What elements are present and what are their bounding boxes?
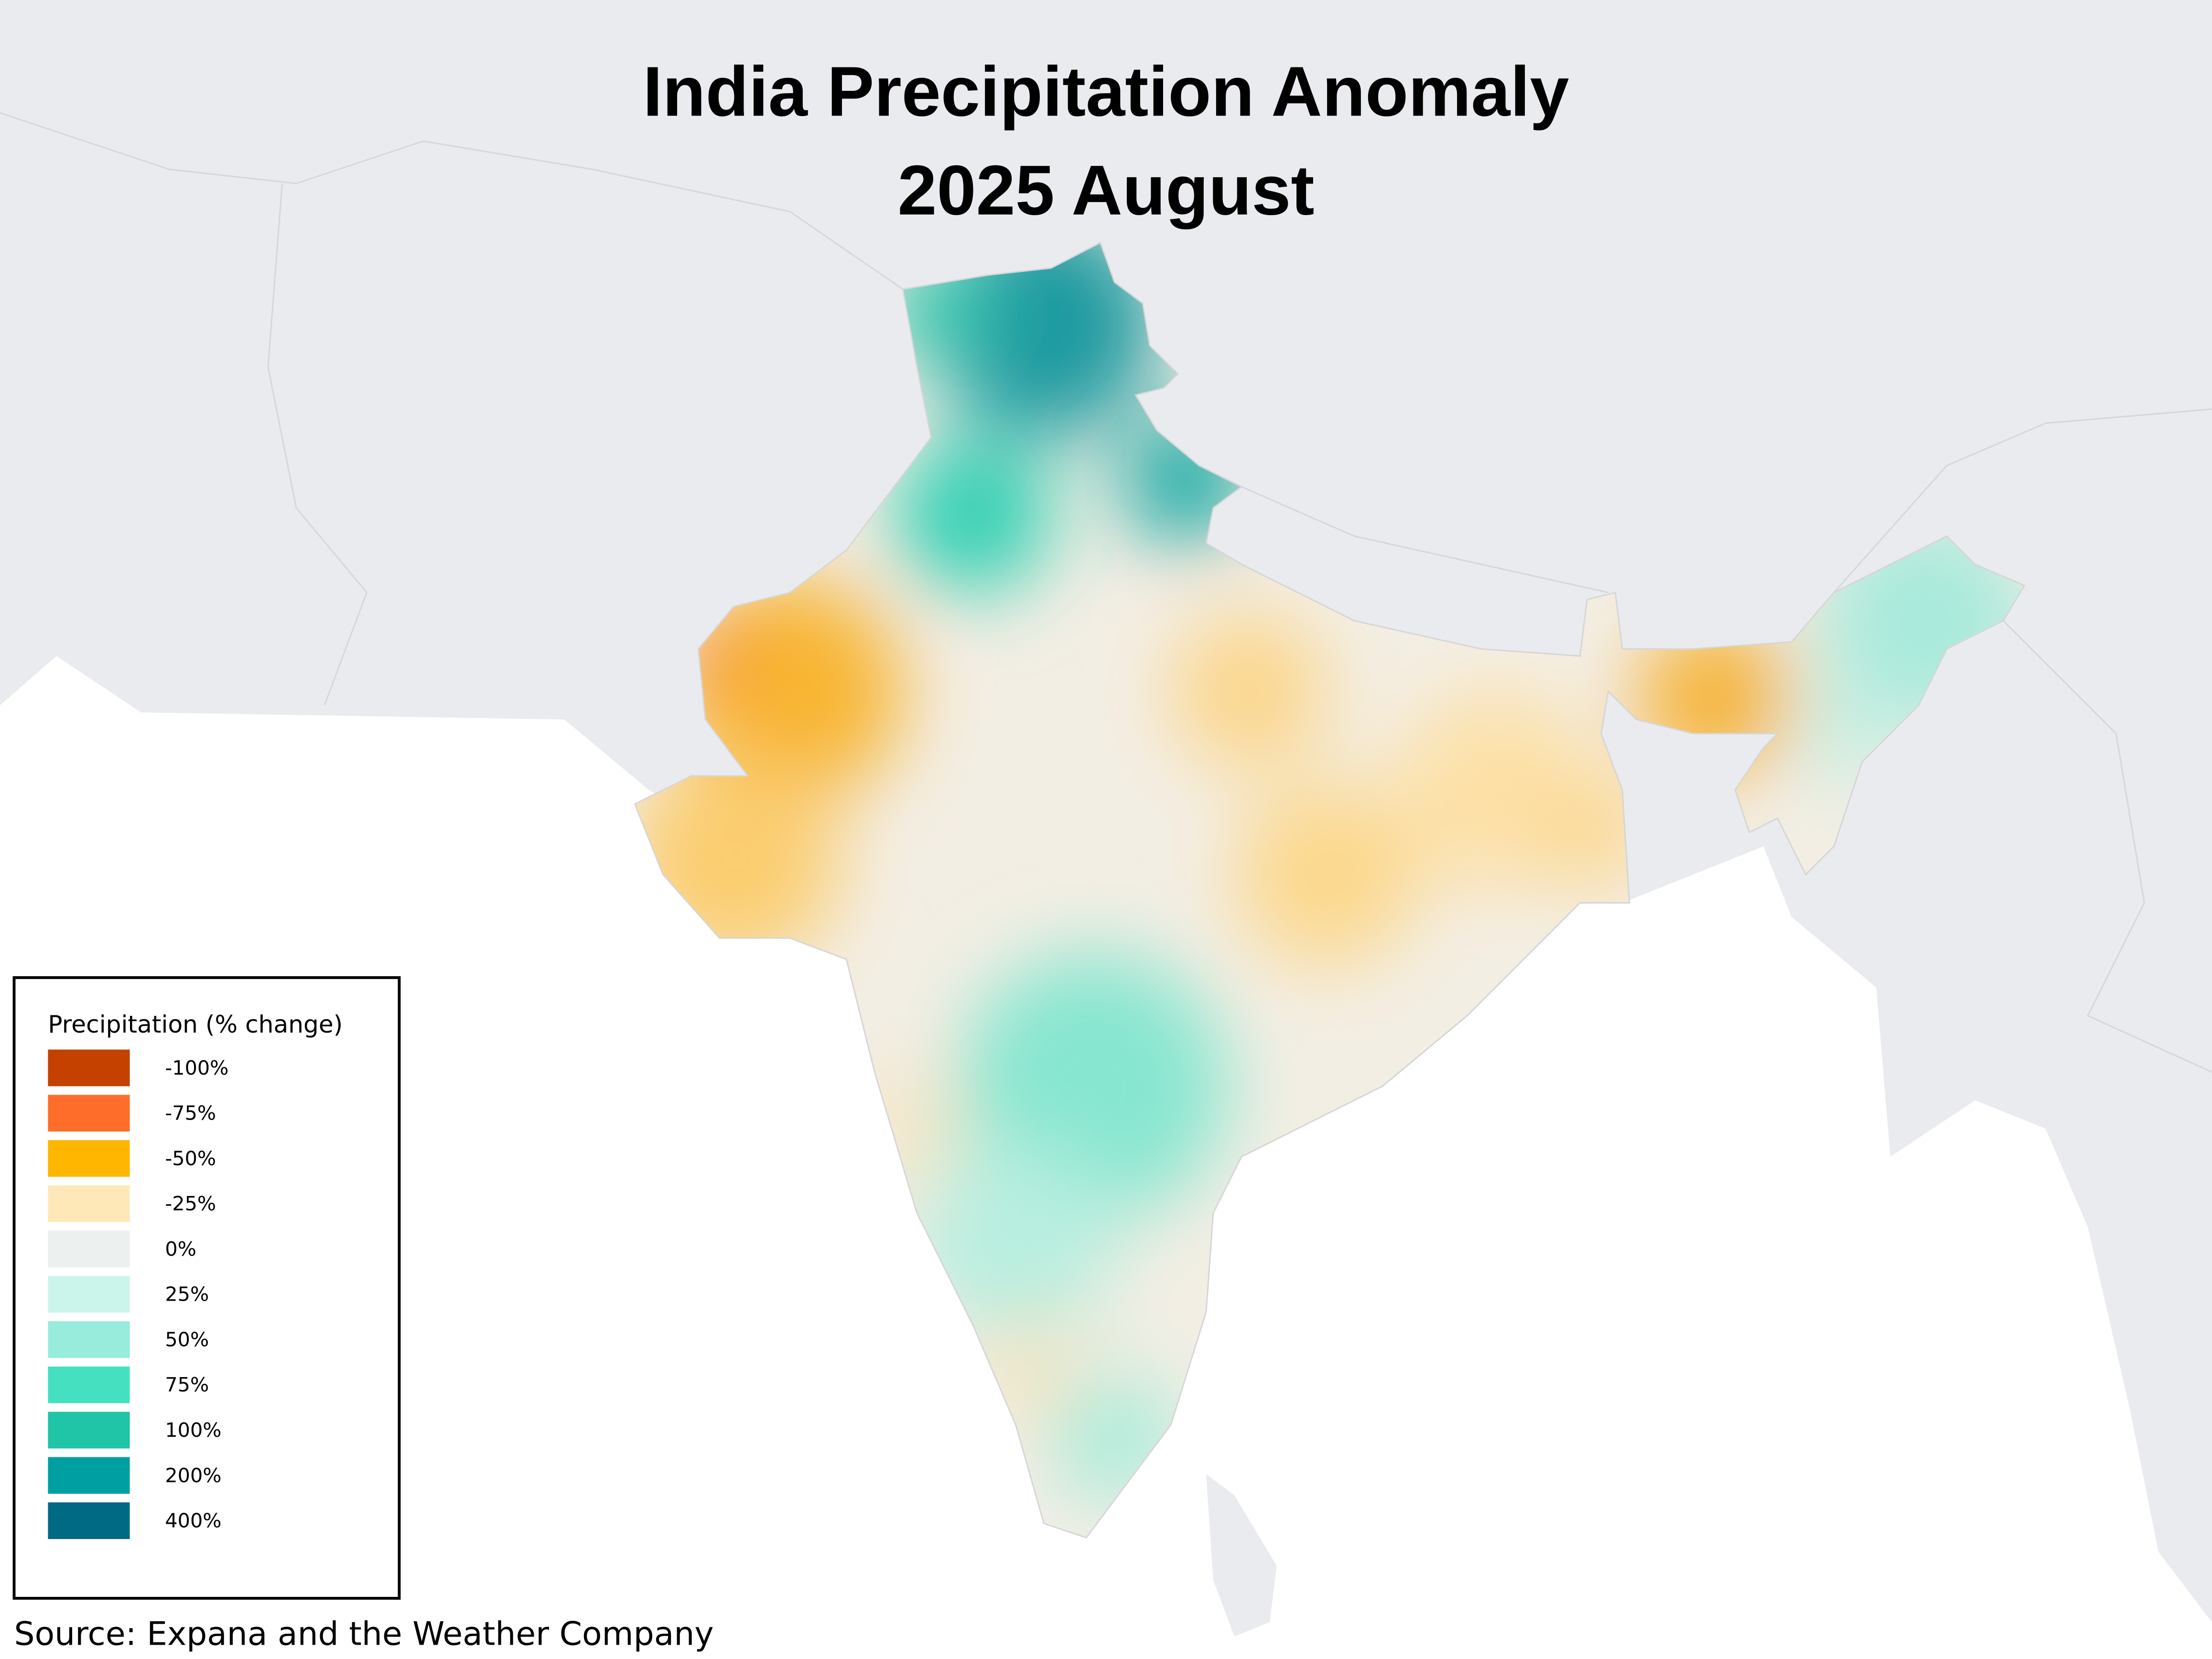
- source: Source: Expana and the Weather Company: [14, 1615, 714, 1653]
- legend-swatch: [48, 1095, 130, 1132]
- legend-title: Precipitation (% change): [48, 1010, 343, 1038]
- legend-label: -50%: [165, 1147, 216, 1170]
- sri-lanka: [1206, 1474, 1277, 1637]
- legend-label: 100%: [165, 1419, 221, 1442]
- legend-swatch: [48, 1230, 130, 1268]
- legend-swatch: [48, 1140, 130, 1177]
- legend-swatch: [48, 1411, 130, 1449]
- legend-label: 75%: [165, 1373, 209, 1396]
- legend-swatch: [48, 1049, 130, 1087]
- legend-swatch: [48, 1321, 130, 1358]
- legend-swatch: [48, 1185, 130, 1222]
- legend-label: -100%: [165, 1056, 228, 1079]
- title: 2025 August: [897, 151, 1314, 230]
- legend-swatch: [48, 1457, 130, 1494]
- borders: [0, 112, 2212, 1073]
- legend-swatch: [48, 1276, 130, 1313]
- title: India Precipitation Anomaly: [643, 52, 1569, 131]
- legend-label: -75%: [165, 1102, 216, 1125]
- legend-label: 200%: [165, 1464, 221, 1487]
- legend-label: 50%: [165, 1328, 209, 1351]
- legend: Precipitation (% change) -100% -75% -50% -2…: [12, 976, 401, 1600]
- legend-label: -25%: [165, 1192, 216, 1215]
- legend-swatch: [48, 1502, 130, 1539]
- land: [2158, 1283, 2212, 1411]
- legend-swatch: [48, 1366, 130, 1403]
- legend-label: 25%: [165, 1283, 209, 1306]
- legend-label: 400%: [165, 1509, 221, 1532]
- legend-label: 0%: [165, 1238, 196, 1260]
